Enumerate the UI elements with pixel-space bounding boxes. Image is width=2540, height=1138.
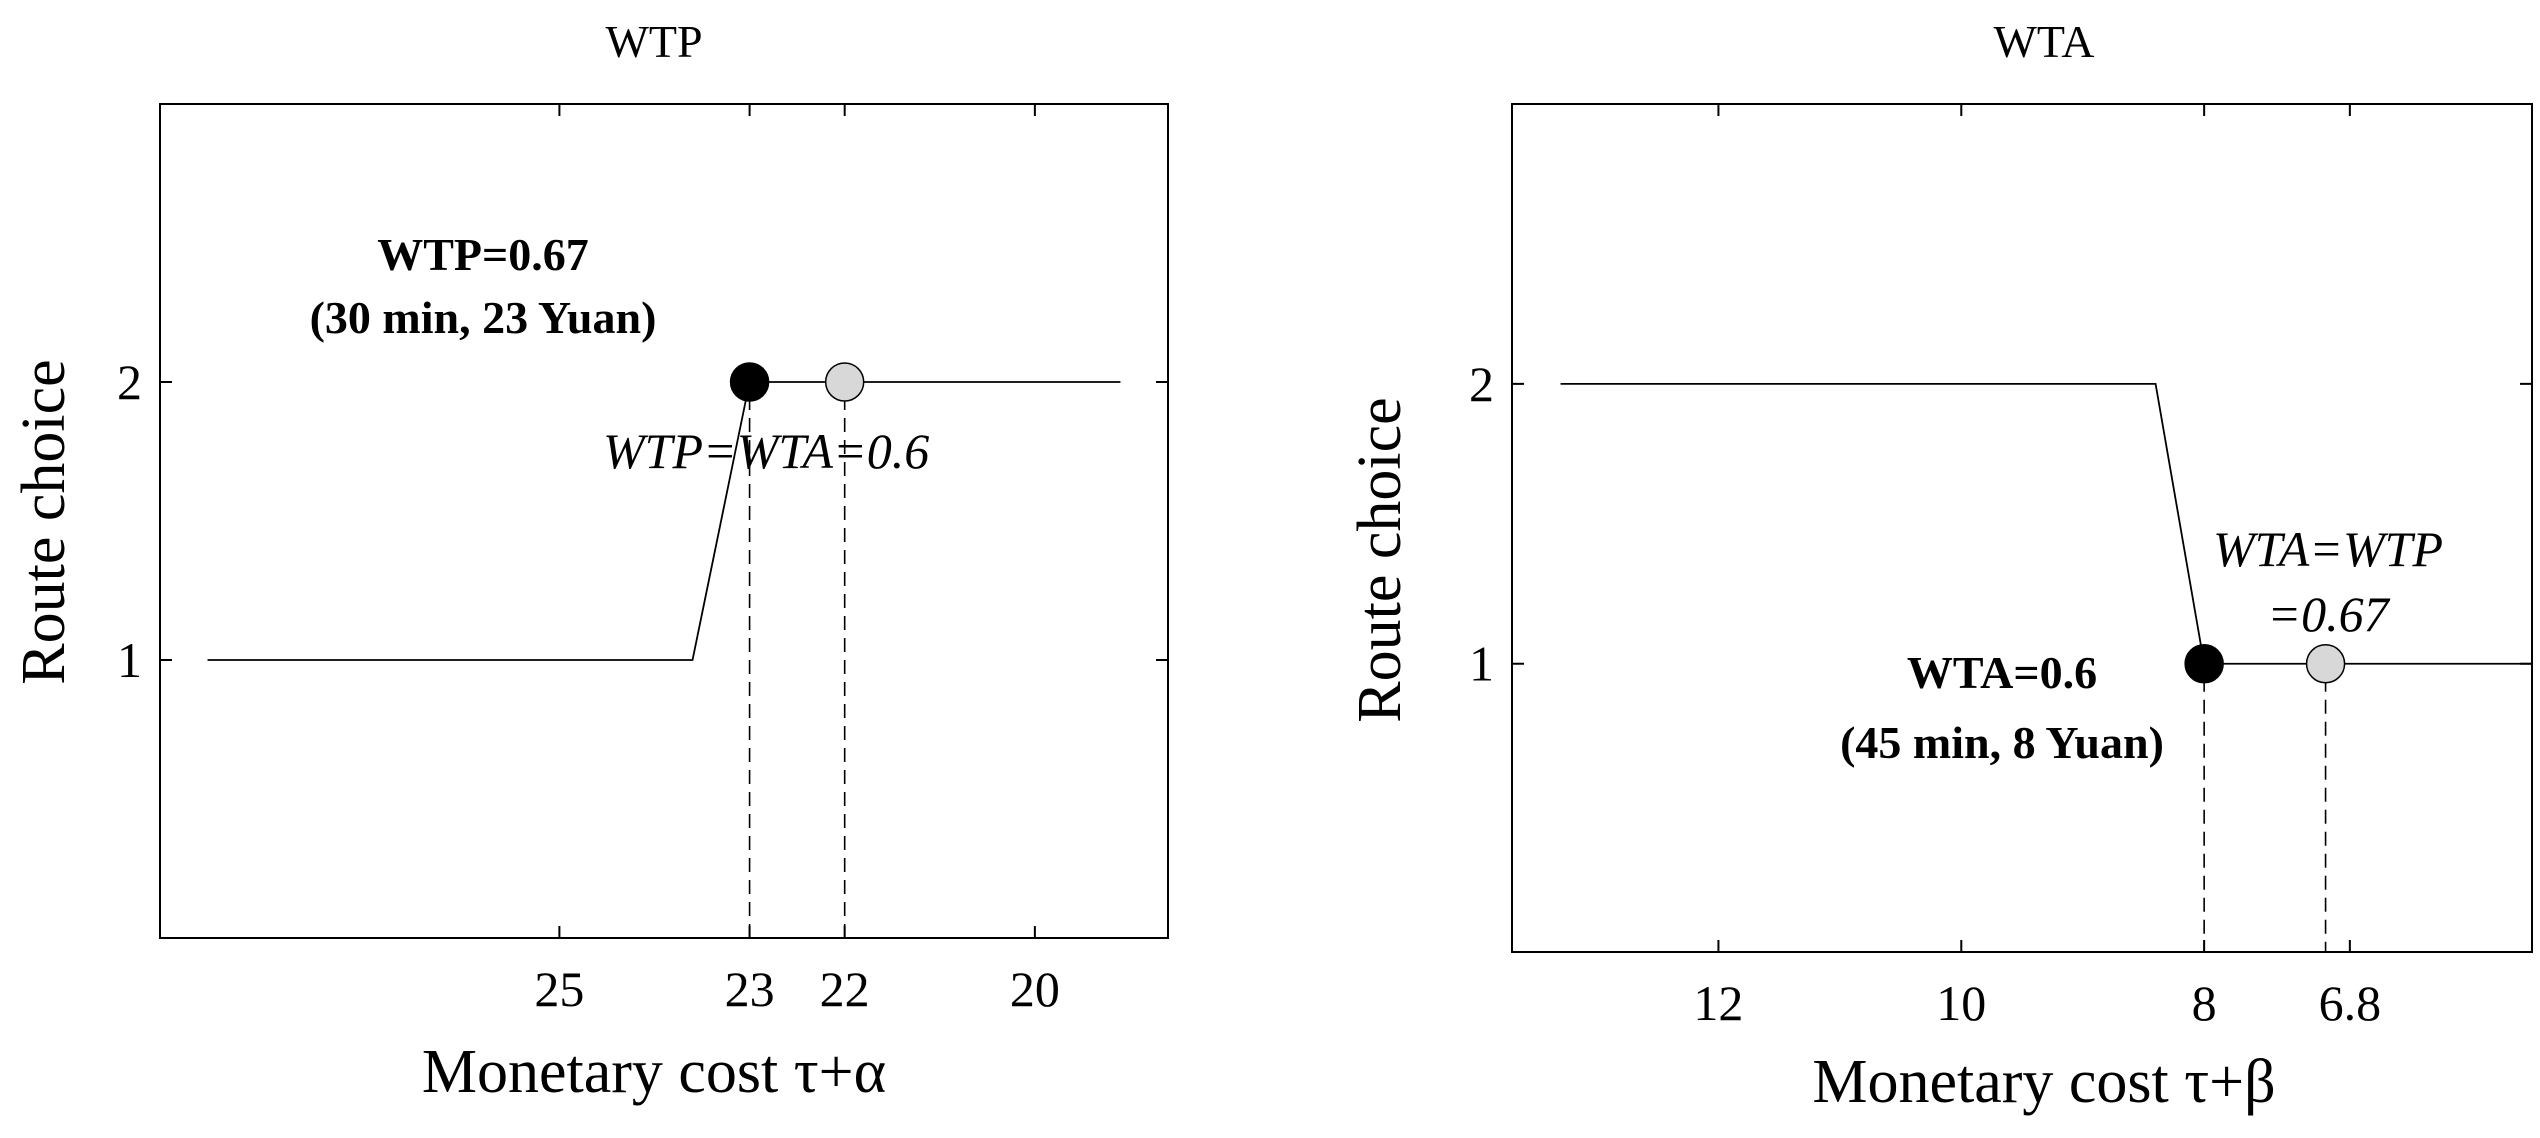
wtp-panel: WTP 25 23 22 20 12 Monetary cost τ+α Route …: [10, 16, 1169, 1106]
wta-marker-1: [2305, 643, 2346, 684]
wtp-marker-1: [824, 362, 865, 402]
wta-x-axis-label: Monetary cost τ+β: [1812, 1048, 2275, 1116]
wta-x-tick-label-3: 6.8: [2319, 975, 2382, 1031]
wtp-y-tick-label-1: 2: [117, 354, 142, 410]
wta-equal-annotation-line-2: =0.67: [2267, 586, 2390, 642]
wtp-y-ticks: 12: [117, 354, 1168, 688]
wtp-x-axis-label: Monetary cost τ+α: [422, 1038, 886, 1106]
wta-plot-frame: [1511, 103, 2533, 953]
wta-series-line-0: [1560, 382, 2532, 665]
wta-x-tick-label-1: 10: [1936, 975, 1986, 1031]
wta-marker-annotation-line-1: WTA=0.6: [1907, 647, 2097, 698]
wtp-data-layer: [207, 362, 1121, 938]
wta-y-axis-label: Route choice: [1346, 397, 1414, 722]
wtp-plot-frame: [159, 103, 1169, 939]
wta-marker-0: [2184, 643, 2224, 684]
wta-panel: WTA 12 10 8 6.8 12 Monetary cost τ+β Route …: [1346, 16, 2533, 1116]
wta-x-ticks: 12 10 8 6.8: [1693, 104, 2381, 1031]
wta-chart-title: WTA: [1993, 16, 2094, 67]
wtp-x-tick-label-0: 25: [534, 961, 584, 1017]
wta-data-layer: [1560, 382, 2532, 952]
wtp-equal-annotation: WTP=WTA=0.6: [603, 423, 929, 479]
wtp-series-line-0: [207, 381, 1121, 661]
wtp-x-ticks: 25 23 22 20: [534, 104, 1060, 1017]
wtp-marker-annotation-line-1: WTP=0.67: [377, 229, 589, 280]
wta-marker-annotation-line-2: (45 min, 8 Yuan): [1840, 717, 2164, 768]
wtp-x-tick-label-2: 22: [820, 961, 870, 1017]
wtp-y-axis-label: Route choice: [10, 359, 78, 684]
wtp-y-tick-label-0: 1: [117, 632, 142, 688]
wta-y-ticks: 12: [1469, 356, 2532, 692]
wta-y-tick-label-0: 1: [1469, 636, 1494, 692]
wta-x-tick-label-2: 8: [2192, 975, 2217, 1031]
wtp-marker-annotation-line-2: (30 min, 23 Yuan): [310, 292, 657, 343]
wta-equal-annotation-line-1: WTA=WTP: [2213, 521, 2443, 577]
wtp-marker-0: [729, 362, 770, 402]
wta-y-tick-label-1: 2: [1469, 356, 1494, 412]
wtp-x-tick-label-3: 20: [1010, 961, 1060, 1017]
wtp-x-tick-label-1: 23: [725, 961, 775, 1017]
wtp-chart-title: WTP: [605, 16, 702, 67]
wta-x-tick-label-0: 12: [1693, 975, 1743, 1031]
